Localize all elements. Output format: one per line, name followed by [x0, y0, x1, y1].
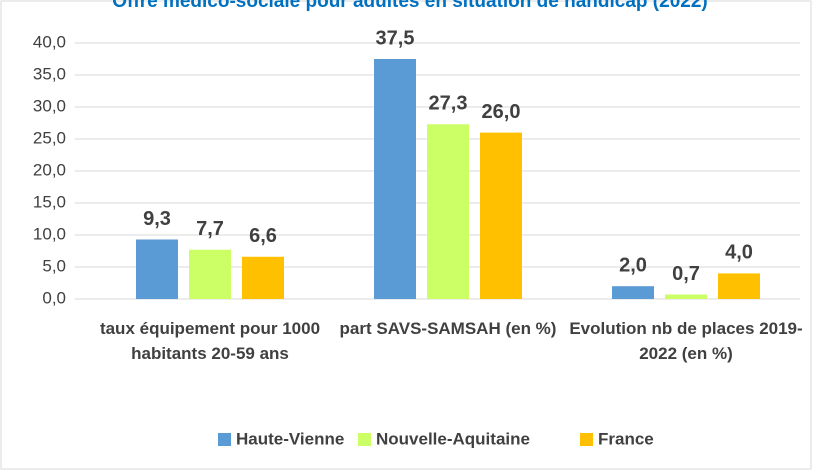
legend-swatch: [218, 433, 231, 446]
bar: [612, 286, 654, 299]
bar: [189, 249, 231, 299]
y-tick-label: 30,0: [33, 96, 66, 115]
bar: [480, 132, 522, 299]
data-label: 6,6: [249, 225, 277, 247]
data-label: 7,7: [196, 218, 224, 240]
y-tick-label: 5,0: [42, 256, 66, 275]
x-tick-label: part SAVS-SAMSAH (en %): [339, 319, 557, 338]
data-label: 4,0: [725, 242, 753, 264]
y-tick-label: 40,0: [33, 32, 66, 51]
y-tick-label: 15,0: [33, 192, 66, 211]
data-label: 26,0: [482, 101, 521, 123]
data-label: 2,0: [619, 254, 647, 276]
y-tick-label: 35,0: [33, 64, 66, 83]
x-tick-label: taux équipement pour 1000 habitants 20-5…: [99, 319, 321, 363]
chart-title: Offre médico-sociale pour adultes en sit…: [112, 0, 707, 12]
legend-label: France: [598, 429, 654, 448]
x-tick-label: Evolution nb de places 2019-2022 (en %): [569, 319, 803, 363]
data-label: 0,7: [672, 263, 700, 285]
data-label: 37,5: [376, 27, 415, 49]
bar: [374, 59, 416, 299]
bar: [665, 294, 707, 299]
y-tick-label: 10,0: [33, 224, 66, 243]
bar: [136, 239, 178, 299]
data-label: 27,3: [429, 93, 468, 115]
data-label: 9,3: [143, 208, 171, 230]
y-tick-label: 25,0: [33, 128, 66, 147]
legend-label: Haute-Vienne: [236, 429, 344, 448]
legend-swatch: [358, 433, 371, 446]
y-tick-label: 0,0: [42, 288, 66, 307]
bar: [242, 256, 284, 299]
bar: [427, 124, 469, 299]
bar: [718, 273, 760, 299]
legend-label: Nouvelle-Aquitaine: [376, 429, 530, 448]
y-tick-label: 20,0: [33, 160, 66, 179]
legend-swatch: [580, 433, 593, 446]
